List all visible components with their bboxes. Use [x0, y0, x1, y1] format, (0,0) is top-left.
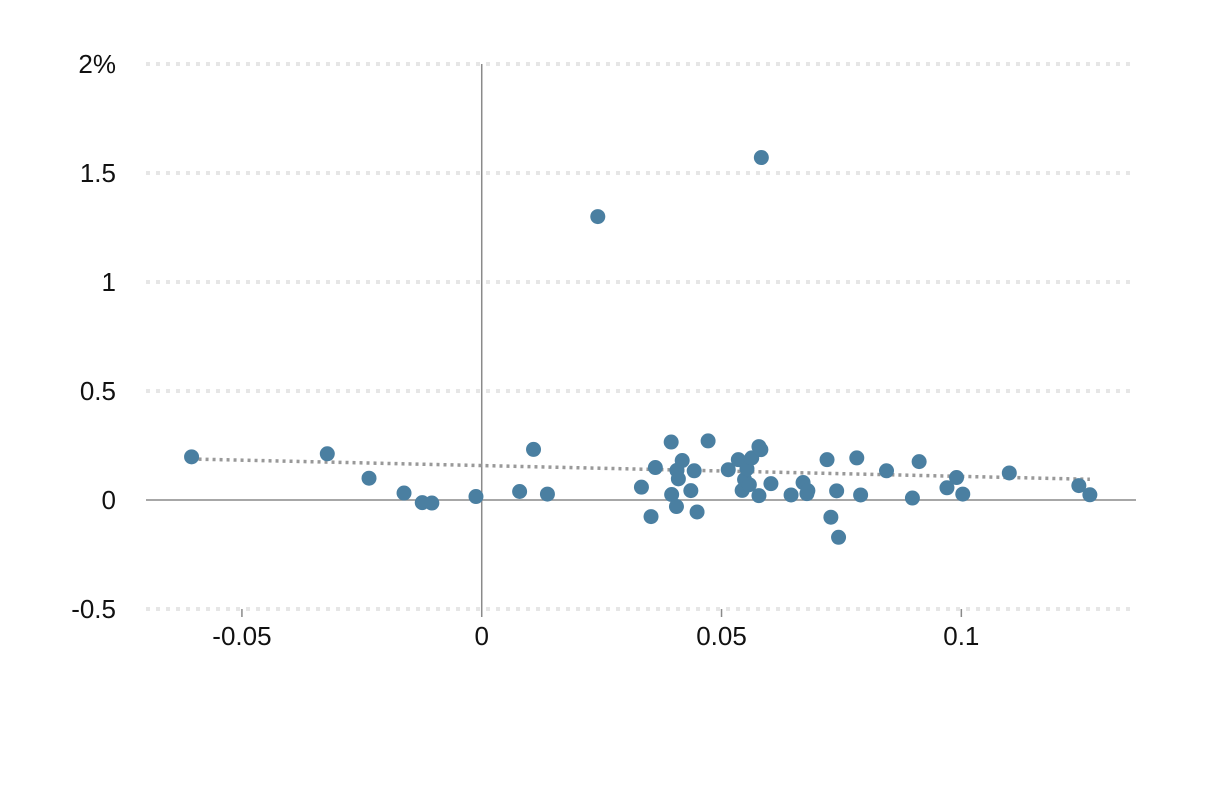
data-point	[879, 463, 895, 479]
data-point	[674, 453, 690, 469]
x-tick-label: -0.05	[212, 621, 271, 651]
y-tick-label: 0	[102, 485, 116, 515]
data-point	[663, 434, 679, 450]
data-point	[468, 489, 484, 505]
data-point	[700, 433, 716, 449]
data-point	[670, 471, 686, 487]
data-point	[686, 463, 702, 479]
data-point	[819, 452, 835, 468]
data-point	[590, 209, 606, 225]
data-point	[853, 487, 869, 503]
axes	[146, 64, 1136, 617]
data-point	[751, 488, 767, 504]
trendline	[191, 457, 1090, 482]
data-point	[753, 150, 769, 166]
data-points	[184, 150, 1098, 545]
y-tick-label: 1	[102, 267, 116, 297]
data-point	[526, 441, 542, 457]
y-tick-label: 1.5	[80, 158, 116, 188]
data-point	[763, 476, 779, 492]
data-point	[949, 470, 965, 486]
data-point	[783, 487, 799, 503]
data-point	[361, 470, 377, 486]
data-point	[689, 504, 705, 520]
data-point	[849, 450, 865, 466]
data-point	[939, 480, 955, 496]
data-point	[396, 485, 412, 501]
data-point	[643, 509, 659, 525]
data-point	[1071, 478, 1087, 494]
data-point	[319, 446, 335, 462]
data-point	[633, 479, 649, 495]
gridlines	[146, 62, 1134, 611]
x-tick-label: 0.1	[943, 621, 979, 651]
data-point	[664, 487, 680, 503]
trendline-layer	[191, 457, 1090, 482]
data-point	[831, 529, 847, 545]
data-point	[668, 499, 684, 515]
data-point	[741, 477, 757, 493]
data-point	[720, 462, 736, 478]
data-point	[829, 483, 845, 499]
y-tick-label: 2%	[78, 49, 116, 79]
y-tick-label: 0.5	[80, 376, 116, 406]
data-point	[1082, 487, 1098, 503]
data-point	[955, 486, 971, 502]
y-tick-label: -0.5	[71, 594, 116, 624]
data-point	[539, 486, 555, 502]
data-point	[800, 483, 816, 499]
data-point	[904, 490, 920, 506]
data-point	[683, 483, 699, 499]
data-point	[753, 442, 769, 458]
data-point	[823, 509, 839, 525]
data-point	[424, 495, 440, 511]
x-tick-label: 0.05	[696, 621, 747, 651]
data-point	[647, 460, 663, 476]
x-tick-label: 0	[474, 621, 488, 651]
data-point	[184, 449, 200, 465]
x-tick-labels: -0.05 0 0.05 0.1	[212, 621, 979, 651]
data-point	[512, 483, 528, 499]
y-tick-labels: 2% 1.5 1 0.5 0 -0.5	[71, 49, 116, 624]
data-point	[911, 454, 927, 470]
data-point	[1001, 465, 1017, 481]
